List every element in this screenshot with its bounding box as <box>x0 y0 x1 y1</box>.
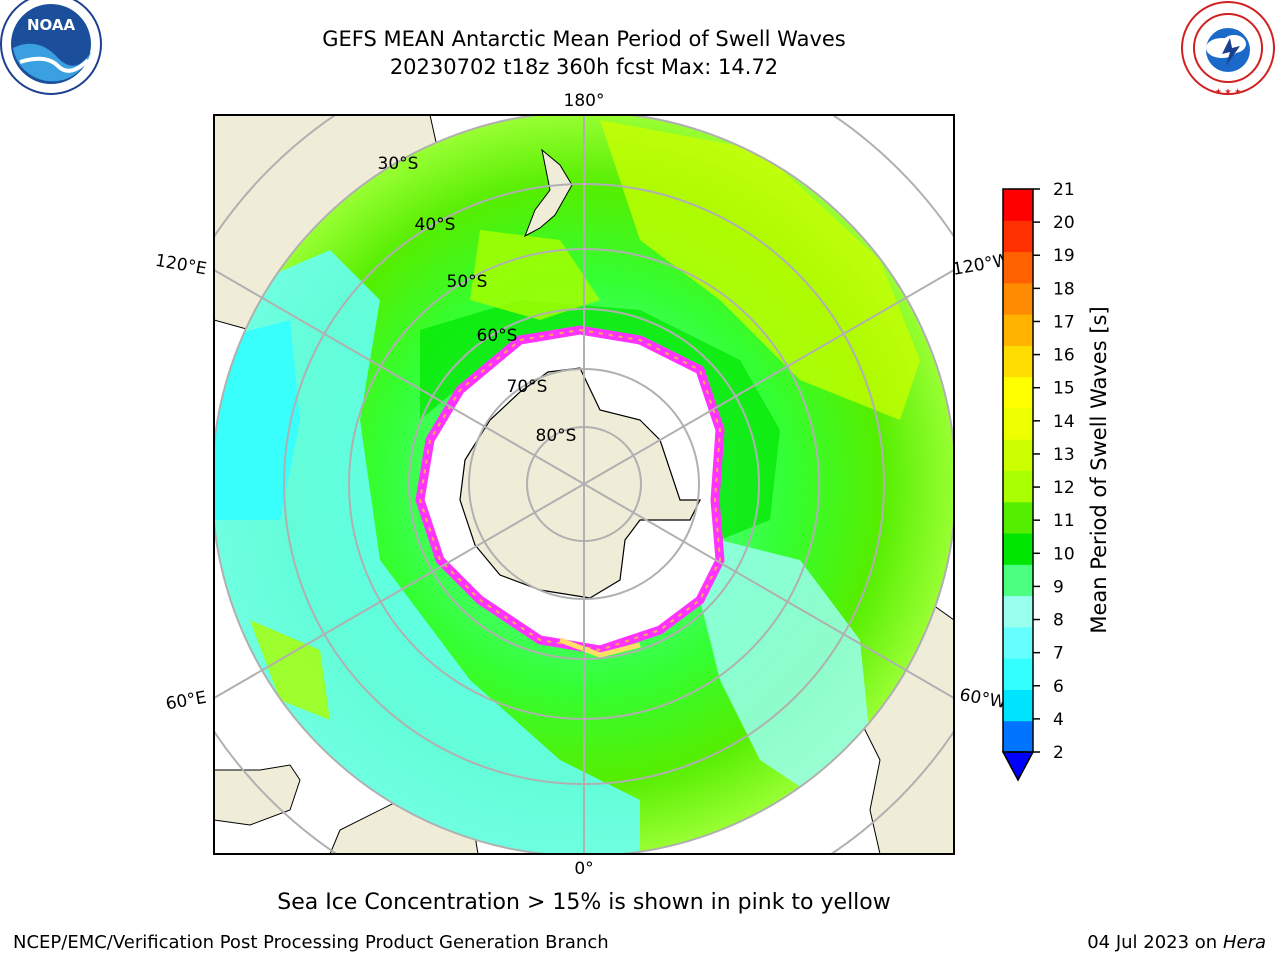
lat-label-70s: 70°S <box>507 377 548 397</box>
lat-label-80s: 80°S <box>536 426 577 446</box>
colorbar-segment <box>1003 689 1033 722</box>
colorbar-tick-label: 21 <box>1053 180 1075 200</box>
colorbar-label: Mean Period of Swell Waves [s] <box>1087 306 1111 633</box>
land-antarctica <box>459 367 701 599</box>
colorbar-tick-label: 6 <box>1053 677 1064 697</box>
colorbar-under-arrow <box>1001 751 1035 782</box>
map-frame <box>213 114 955 855</box>
colorbar-segment <box>1003 345 1033 378</box>
swell-high-period-patch-3 <box>250 620 330 720</box>
colorbar-tick-label: 17 <box>1053 312 1075 332</box>
date-text: 04 Jul 2023 on Hera <box>1087 932 1266 953</box>
colorbar-tick-label: 20 <box>1053 213 1075 233</box>
swell-drake-region <box>700 540 870 800</box>
credit-text: NCEP/EMC/Verification Post Processing Pr… <box>13 932 609 953</box>
colorbar-segment <box>1003 470 1033 503</box>
colorbar-tick-label: 8 <box>1053 611 1064 631</box>
land-new-zealand <box>524 148 573 238</box>
colorbar-segment <box>1003 376 1033 409</box>
machine-name: Hera <box>1222 932 1266 953</box>
chart-subtitle: 20230702 t18z 360h fcst Max: 14.72 <box>389 55 779 79</box>
colorbar-tick-label: 13 <box>1053 445 1075 465</box>
colorbar-tick-label: 2 <box>1053 743 1064 763</box>
colorbar-segment <box>1003 595 1033 628</box>
noaa-logo-icon: NOAA <box>0 0 102 95</box>
colorbar-segment <box>1003 189 1033 221</box>
colorbar-segment <box>1003 407 1033 440</box>
colorbar-segment <box>1003 251 1033 284</box>
colorbar-frame <box>1002 188 1034 753</box>
nws-logo-icon: ★ ★ ★ <box>1181 1 1275 96</box>
swell-high-period-patch-2 <box>470 230 600 320</box>
map-gridlines <box>214 115 954 854</box>
colorbar-tick-label: 7 <box>1053 644 1064 664</box>
colorbar-tick-label: 16 <box>1053 346 1075 366</box>
colorbar-tick-label: 10 <box>1053 544 1075 564</box>
colorbar-tick-label: 12 <box>1053 478 1075 498</box>
noaa-logo-text: NOAA <box>27 16 76 34</box>
land-madagascar <box>214 764 301 826</box>
lat-label-60s: 60°S <box>477 326 518 346</box>
colorbar-tick-label: 19 <box>1053 246 1075 266</box>
colorbar-segment <box>1003 720 1033 753</box>
lat-label-30s: 30°S <box>378 154 419 174</box>
sea-ice-note: Sea Ice Concentration > 15% is shown in … <box>277 890 891 915</box>
lat-label-50s: 50°S <box>447 272 488 292</box>
colorbar-tick-label: 9 <box>1053 577 1064 597</box>
colorbar-segment <box>1003 220 1033 253</box>
colorbar-segment <box>1003 501 1033 534</box>
colorbar-tick-label: 4 <box>1053 710 1064 730</box>
colorbar-segment <box>1003 533 1033 565</box>
colorbar-segment <box>1003 564 1033 597</box>
colorbar-tick-label: 14 <box>1053 412 1075 432</box>
colorbar-segment <box>1003 439 1033 471</box>
chart-title: GEFS MEAN Antarctic Mean Period of Swell… <box>322 27 846 51</box>
swell-high-period-region <box>600 120 920 420</box>
date-value: 04 Jul 2023 on <box>1087 932 1223 953</box>
colorbar-tick-label: 15 <box>1053 379 1075 399</box>
svg-text:★ ★ ★: ★ ★ ★ <box>1215 87 1242 96</box>
colorbar-segment <box>1003 658 1033 690</box>
colorbar-segment <box>1003 282 1033 315</box>
lon-label-0: 0° <box>574 859 593 879</box>
colorbar-segment <box>1003 314 1033 346</box>
lat-label-40s: 40°S <box>415 215 456 235</box>
colorbar-tick-label: 18 <box>1053 279 1075 299</box>
colorbar-segment <box>1003 626 1033 659</box>
lon-label-180: 180° <box>564 91 605 111</box>
swell-very-low-period-region <box>214 320 300 520</box>
colorbar-tick-label: 11 <box>1053 511 1075 531</box>
